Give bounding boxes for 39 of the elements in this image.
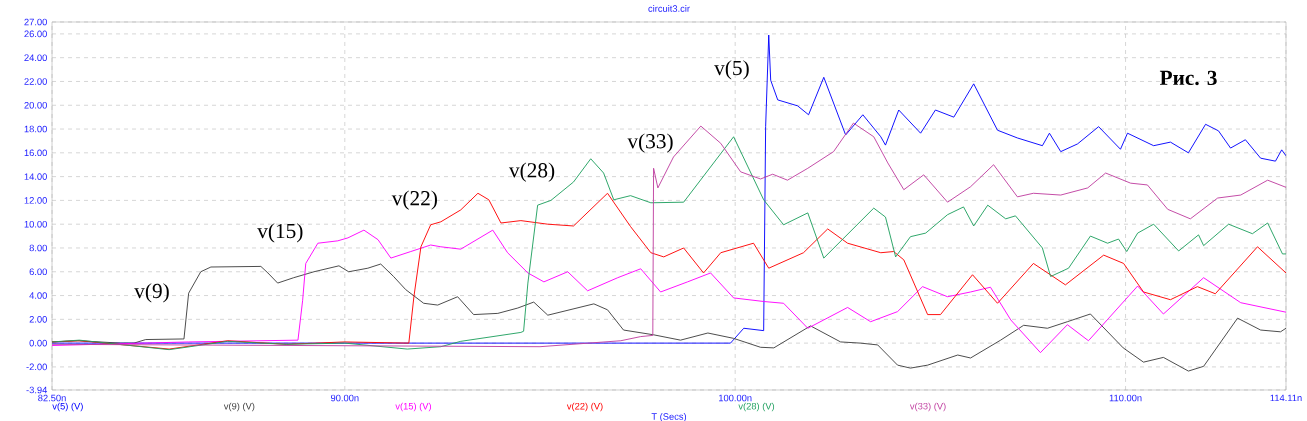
annotation: v(33) [627,133,673,153]
text: v(15) (V) [395,402,432,412]
line-series [52,192,1286,350]
annotation: v(5) [714,60,749,80]
y-tick-label: 2.00 [29,316,47,323]
y-tick-label: 16.00 [24,149,47,157]
x-tick-label: 114.11n [1270,394,1302,402]
y-tick-label: 18.00 [24,125,47,133]
annotation: v(28) [508,162,555,182]
chart-title: circuit3.cir [648,5,690,12]
text: v(33) (V) [909,402,946,412]
x-axis-title: T (Secs) [651,412,687,421]
x-tick-label: 100.00n [719,394,752,402]
annotation: Рис. 3 [1159,70,1217,86]
y-tick-label: 10.00 [24,220,47,228]
text: v(5) (V) [52,402,83,412]
y-tick-label: 14.00 [24,173,47,180]
y-tick-label: -3.94 [26,386,48,394]
y-tick-label: 20.00 [24,101,47,109]
y-tick-label: 12.00 [24,197,47,204]
y-tick-label: 24.00 [24,54,47,61]
line-series [52,34,1286,344]
text: v(28) (V) [738,402,775,412]
annotation: v(9) [134,283,169,303]
annotation: v(15) [257,223,303,243]
y-tick-label: 22.00 [24,78,47,85]
text: v(22) (V) [566,402,603,412]
annotation: v(22) [391,190,437,210]
x-tick-label: 110.00n [1109,394,1142,402]
y-tick-label: 4.00 [29,292,47,299]
x-tick-label: 82.50n [38,394,66,402]
y-tick-label: 26.00 [24,30,47,38]
y-tick-label: -2.00 [26,363,47,371]
text: v(9) (V) [223,402,255,412]
y-tick-label: 6.00 [29,268,47,276]
y-tick-label: 8.00 [29,244,47,252]
x-tick-label: 90.00n [330,394,359,402]
y-tick-label: 27.00 [24,18,47,26]
y-tick-label: 0.00 [29,339,47,347]
